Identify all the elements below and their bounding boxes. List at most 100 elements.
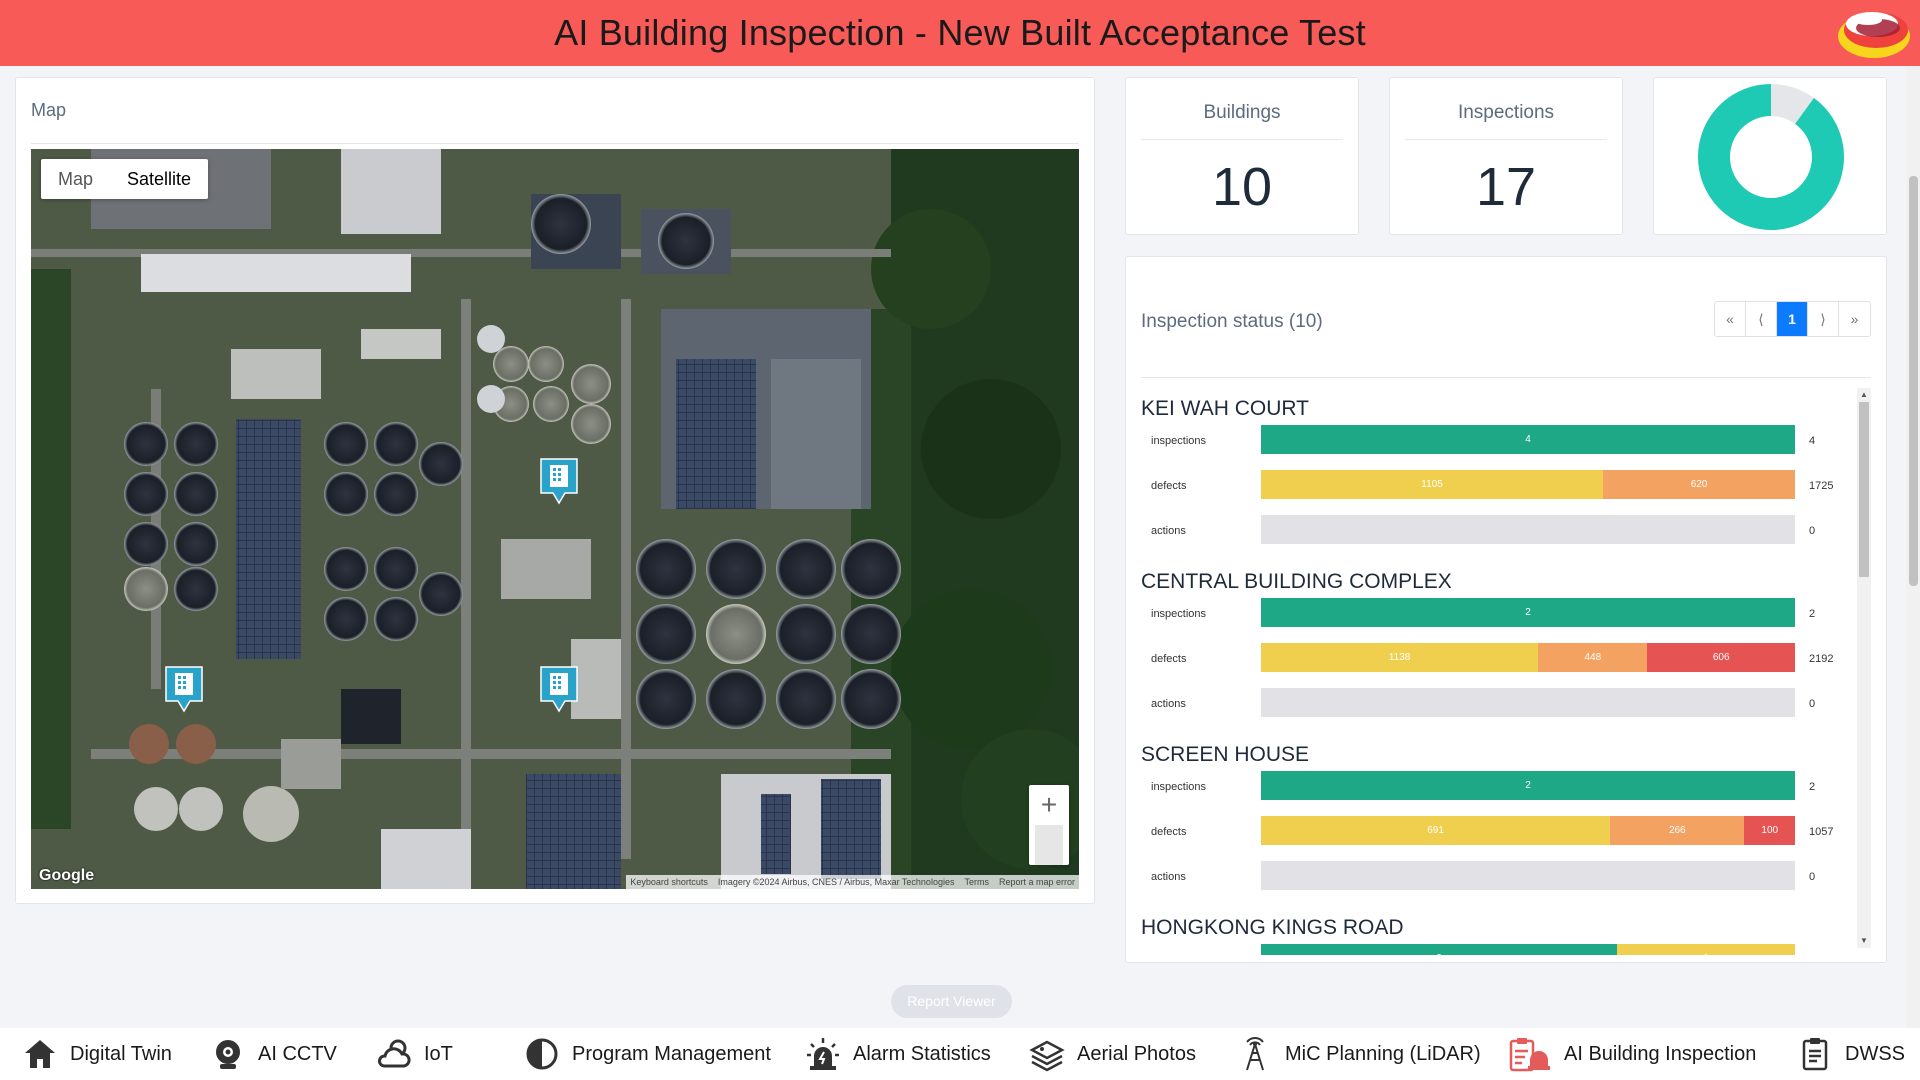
keyboard-shortcuts-link[interactable]: Keyboard shortcuts <box>630 877 708 887</box>
bar-total: 0 <box>1809 871 1816 883</box>
page-scroll-thumb[interactable] <box>1909 176 1918 586</box>
buildings-stat-card: Buildings 10 <box>1125 77 1359 235</box>
nav-item-label: Program Management <box>572 1042 771 1065</box>
status-bar-row-actions: actions 0 <box>1141 686 1861 731</box>
bar-segment[interactable]: 100 <box>1744 816 1795 845</box>
bar-total: 2 <box>1809 781 1816 793</box>
bar-segment[interactable]: 2 <box>1261 598 1795 627</box>
bar-total: 0 <box>1809 525 1816 537</box>
report-map-error-link[interactable]: Report a map error <box>998 877 1075 887</box>
donut-fill <box>1698 84 1844 230</box>
nav-item-iot[interactable]: IoT <box>376 1028 453 1080</box>
bar-segment[interactable]: 691 <box>1261 816 1611 845</box>
map-type-satellite-button[interactable]: Satellite <box>127 169 192 189</box>
nav-item-label: Digital Twin <box>70 1042 172 1065</box>
map-type-toggle: Map Satellite <box>41 159 209 199</box>
bar-label: defects <box>1151 480 1187 492</box>
inspections-stat-label: Inspections <box>1457 102 1555 123</box>
document-icon <box>1802 1038 1828 1071</box>
pager-next-button[interactable]: ⟩ <box>1808 302 1839 336</box>
nav-item-label: Alarm Statistics <box>853 1042 991 1065</box>
bar-segment[interactable]: 2 <box>1261 771 1795 800</box>
bar-track: 2 <box>1261 598 1795 627</box>
status-bar-row-defects: defects 691 266 100 1057 <box>1141 814 1861 859</box>
bar-label: defects <box>1151 653 1187 665</box>
bar-segment[interactable]: 2 <box>1261 944 1617 955</box>
status-bar-row-inspections: inspections 2 2 <box>1141 596 1861 641</box>
status-bar-row-inspections: inspections 2 2 <box>1141 769 1861 814</box>
bar-segment[interactable]: 620 <box>1603 470 1795 499</box>
half-circle-icon <box>526 1038 558 1070</box>
brand-logo-icon <box>1838 12 1910 58</box>
map-card: Map <box>15 77 1095 904</box>
bar-segment[interactable]: 1138 <box>1261 643 1539 672</box>
bar-track <box>1261 688 1795 717</box>
bar-total: 0 <box>1809 698 1816 710</box>
nav-item-dwss[interactable]: DWSS <box>1797 1028 1905 1080</box>
cloud-sun-icon <box>377 1039 411 1068</box>
nav-item-alarm-statistics[interactable]: Alarm Statistics <box>805 1028 991 1080</box>
scroll-down-icon[interactable]: ▼ <box>1860 936 1868 945</box>
google-logo[interactable]: Google <box>39 867 95 884</box>
nav-item-label: IoT <box>424 1042 453 1065</box>
nav-item-program-management[interactable]: Program Management <box>524 1028 771 1080</box>
bar-segment[interactable]: 448 <box>1538 643 1648 672</box>
page-scrollbar[interactable] <box>1906 66 1920 1028</box>
bar-label: actions <box>1151 698 1186 710</box>
bar-total: 2192 <box>1809 653 1834 665</box>
building-marker-icon[interactable] <box>539 457 579 505</box>
bar-segment[interactable]: 1105 <box>1261 470 1604 499</box>
pager-page-button[interactable]: 1 <box>1777 302 1808 336</box>
scroll-up-icon[interactable]: ▲ <box>1860 390 1868 399</box>
zoom-in-button[interactable]: + <box>1040 789 1058 820</box>
inspection-status-title: Inspection status (10) <box>1141 311 1323 332</box>
inspections-stat-value: 17 <box>1475 157 1537 217</box>
building-marker-icon[interactable] <box>164 665 204 713</box>
divider <box>1141 377 1871 378</box>
page-title: AI Building Inspection - New Built Accep… <box>554 12 1366 53</box>
terms-link[interactable]: Terms <box>964 877 989 887</box>
bar-segment[interactable]: 4 <box>1261 425 1795 454</box>
map-type-map-button[interactable]: Map <box>58 169 94 189</box>
report-viewer-button[interactable]: Report Viewer <box>891 985 1012 1018</box>
bar-segment[interactable]: 606 <box>1647 643 1795 672</box>
nav-item-aerial-photos[interactable]: Aerial Photos <box>1029 1028 1196 1080</box>
zoom-control: + − <box>1029 785 1069 865</box>
status-bar-row-defects: defects 1105 620 1725 <box>1141 468 1861 513</box>
building-marker-icon[interactable] <box>539 665 579 713</box>
building-status-group: KEI WAH COURT inspections 4 4 defects 1105 620… <box>1141 395 1861 558</box>
satellite-imagery <box>31 149 1079 889</box>
building-name: HONGKONG KINGS ROAD <box>1141 916 1404 939</box>
status-list-scrollbar[interactable]: ▲ ▼ <box>1857 388 1871 948</box>
inspection-status-list[interactable]: KEI WAH COURT inspections 4 4 defects 1105 620… <box>1141 385 1861 955</box>
scroll-thumb[interactable] <box>1859 402 1869 577</box>
bar-track: 2 <box>1261 771 1795 800</box>
lidar-tower-icon <box>1246 1037 1264 1071</box>
bar-label: defects <box>1151 826 1187 838</box>
nav-item-label: Aerial Photos <box>1077 1042 1196 1065</box>
nav-item-digital-twin[interactable]: Digital Twin <box>22 1028 172 1080</box>
bar-label: inspections <box>1151 608 1207 620</box>
pager-first-button[interactable]: « <box>1715 302 1746 336</box>
bar-segment[interactable]: 1 <box>1617 944 1795 955</box>
building-status-group: CENTRAL BUILDING COMPLEX inspections 2 2 def… <box>1141 568 1861 731</box>
pager-prev-button[interactable]: ⟨ <box>1746 302 1777 336</box>
bar-track: 1138 448 606 <box>1261 643 1795 672</box>
bottom-nav: Digital Twin AI CCTV IoT Program Managem… <box>0 1028 1920 1080</box>
buildings-stat-value: 10 <box>1211 157 1273 217</box>
nav-item-ai-building-inspection[interactable]: AI Building Inspection <box>1508 1028 1756 1080</box>
bar-segment[interactable]: 266 <box>1610 816 1745 845</box>
nav-item-ai-cctv[interactable]: AI CCTV <box>210 1028 337 1080</box>
pager-last-button[interactable]: » <box>1839 302 1870 336</box>
divider <box>1141 139 1343 140</box>
bar-label: actions <box>1151 871 1186 883</box>
satellite-map[interactable]: Map Satellite + − Google Keyboard shortc… <box>31 149 1079 889</box>
bar-track <box>1261 515 1795 544</box>
divider <box>1035 825 1063 865</box>
nav-item-mic-planning[interactable]: MiC Planning (LiDAR) <box>1237 1028 1481 1080</box>
building-name: SCREEN HOUSE <box>1141 743 1310 766</box>
nav-item-label: MiC Planning (LiDAR) <box>1285 1042 1481 1065</box>
building-status-group: SCREEN HOUSE inspections 2 2 defects 691 266 10… <box>1141 741 1861 904</box>
buildings-stat-label: Buildings <box>1203 102 1281 123</box>
bar-label: inspections <box>1151 954 1206 955</box>
